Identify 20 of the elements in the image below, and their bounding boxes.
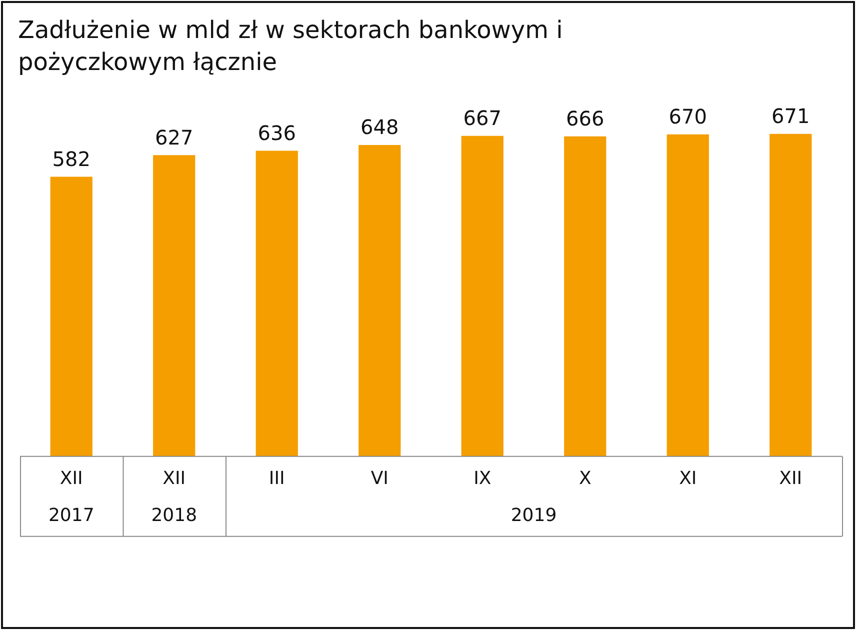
data-label: 670 [668,104,707,129]
x-tick-label: XII [60,468,83,489]
x-tick-label: VI [370,468,388,489]
data-label: 666 [566,106,604,131]
x-tick-label: X [578,468,592,489]
x-tick-label: XII [779,468,802,489]
x-tick-label: XI [679,468,697,489]
chart-title: Zadłużenie w mld zł w sektorach bankowym i pożyczkowym łącznie [18,15,564,78]
x-tick-label: XII [162,468,186,489]
x-tick-label: III [268,468,285,489]
x-tick-label: IX [474,468,492,489]
data-label: 582 [52,146,90,171]
data-label: 671 [772,104,810,128]
data-label: 627 [155,125,194,150]
data-label: 636 [258,120,296,145]
data-label: 667 [463,106,502,130]
text: 2018 [151,505,198,526]
text: 2017 [48,505,94,526]
data-label: 648 [360,115,399,140]
text: 2019 [510,505,557,526]
